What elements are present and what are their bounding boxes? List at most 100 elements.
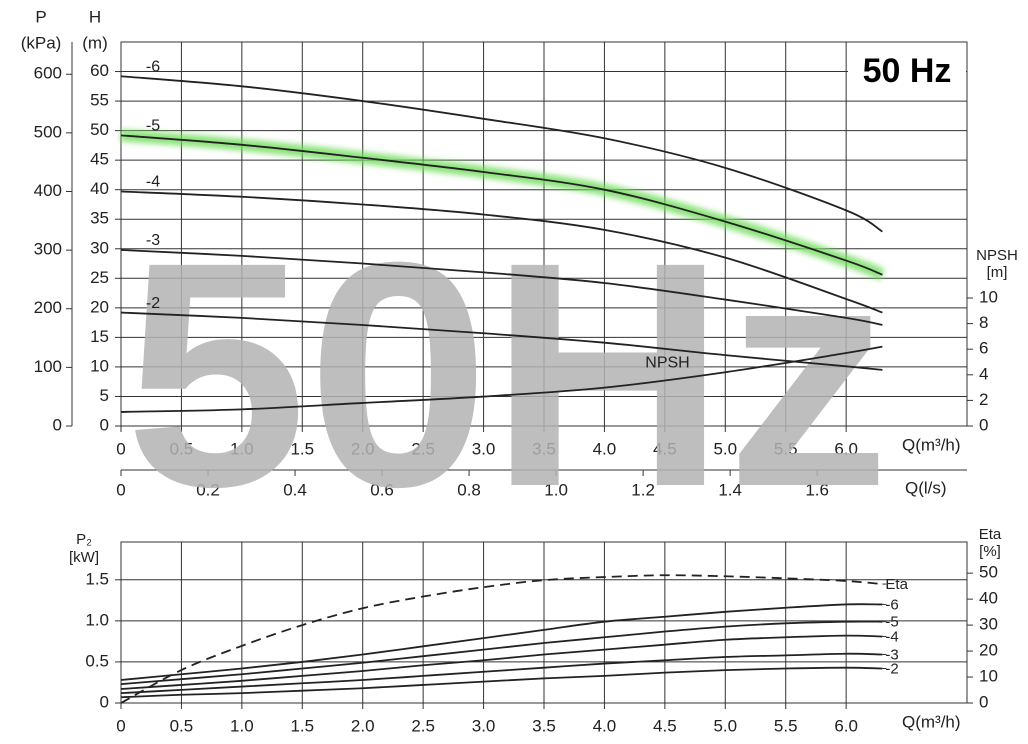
x-tick-label: 3.5: [532, 716, 556, 735]
x2-tick-label: 1.0: [544, 480, 568, 499]
y2-tick-label: 50: [979, 563, 998, 582]
curve: [120, 75, 883, 233]
y-tick-label: 30: [90, 238, 109, 257]
y-axis-unit: (m): [82, 33, 107, 52]
x-tick-label: 0.5: [170, 716, 194, 735]
series-label: -4: [146, 174, 160, 191]
x-tick-label: 3.0: [472, 716, 496, 735]
curve: [120, 652, 883, 695]
x-tick-label: 1.5: [290, 439, 314, 458]
curve: [120, 620, 883, 686]
curve: [120, 311, 883, 371]
curve: [120, 634, 883, 690]
y2-tick-label: 30: [979, 615, 998, 634]
series-label: -6: [885, 596, 898, 613]
y-tick-label: 60: [90, 61, 109, 80]
y-axis-label: P₂: [76, 531, 92, 548]
x-tick-label: 4.0: [593, 716, 617, 735]
series-label: -3: [885, 647, 898, 664]
x-tick-label: 5.0: [713, 716, 737, 735]
x-tick-label: 0: [116, 716, 125, 735]
x2-tick-label: 0.8: [457, 480, 481, 499]
x-tick-label: 2.5: [411, 716, 435, 735]
x-axis-label: Q(m³/h): [902, 712, 961, 731]
x-tick-label: 0.5: [170, 439, 194, 458]
p-tick-label: 600: [34, 64, 62, 83]
x-tick-label: 4.0: [593, 439, 617, 458]
y2-tick-label: 10: [979, 287, 998, 306]
y-axis-unit: [kW]: [69, 549, 99, 566]
series-label: -4: [885, 628, 898, 645]
x-tick-label: 4.5: [653, 439, 677, 458]
curve: [120, 603, 883, 681]
x-axis-label: Q(m³/h): [902, 435, 961, 454]
y2-tick-label: 10: [979, 667, 998, 686]
series-label: -6: [146, 58, 160, 75]
y2-axis-unit: [m]: [987, 264, 1008, 281]
y2-tick-label: 20: [979, 641, 998, 660]
x-tick-label: 6.0: [834, 439, 858, 458]
y-tick-label: 45: [90, 150, 109, 169]
y-tick-label: 5: [100, 386, 109, 405]
y2-axis-label: NPSH: [976, 247, 1018, 264]
x-tick-label: 2.5: [411, 439, 435, 458]
series-label: NPSH: [645, 354, 689, 371]
y-tick-label: 55: [90, 91, 109, 110]
curve: [120, 574, 883, 704]
y2-tick-label: 4: [979, 364, 988, 383]
x-tick-label: 1.0: [230, 716, 254, 735]
x-tick-label: 1.0: [230, 439, 254, 458]
series-label: Eta: [885, 576, 908, 593]
y-tick-label: 0: [100, 415, 109, 434]
x2-tick-label: 0: [116, 480, 125, 499]
y-tick-label: 10: [90, 356, 109, 375]
x-tick-label: 2.0: [351, 716, 375, 735]
series-label: -2: [885, 660, 898, 677]
y2-tick-label: 0: [979, 415, 988, 434]
y-tick-label: 50: [90, 120, 109, 139]
x-tick-label: 4.5: [653, 716, 677, 735]
p-tick-label: 100: [34, 357, 62, 376]
badge-box: [848, 46, 966, 98]
p-tick-label: 0: [53, 415, 62, 434]
x-tick-label: 5.0: [713, 439, 737, 458]
y2-tick-label: 40: [979, 589, 998, 608]
x-tick-label: 3.5: [532, 439, 556, 458]
y2-axis-unit: [%]: [979, 543, 1001, 560]
p-tick-label: 500: [34, 122, 62, 141]
x-tick-label: 5.5: [774, 716, 798, 735]
y2-tick-label: 8: [979, 313, 988, 332]
x2-axis-label: Q(l/s): [905, 478, 947, 497]
series-label: -5: [885, 614, 898, 631]
x2-tick-label: 1.2: [631, 480, 655, 499]
y-tick-label: 35: [90, 209, 109, 228]
series-label: -2: [146, 295, 160, 312]
watermark: 50Hz: [125, 195, 890, 553]
y-tick-label: 20: [90, 297, 109, 316]
y-tick-label: 0: [100, 692, 109, 711]
y2-tick-label: 2: [979, 390, 988, 409]
p-axis-label: P: [35, 7, 46, 26]
curve: [120, 345, 883, 413]
x-tick-label: 5.5: [774, 439, 798, 458]
x-tick-label: 6.0: [834, 716, 858, 735]
p-tick-label: 300: [34, 240, 62, 259]
y-tick-label: 1.5: [85, 569, 109, 588]
y2-axis-label: Eta: [979, 526, 1002, 543]
x-tick-label: 0: [116, 439, 125, 458]
x2-tick-label: 0.4: [283, 480, 307, 499]
series-label: -5: [146, 118, 160, 135]
x-tick-label: 3.0: [472, 439, 496, 458]
series-label: -3: [146, 232, 160, 249]
x2-tick-label: 0.6: [370, 480, 394, 499]
curve: [120, 249, 883, 326]
p-axis-unit: (kPa): [21, 33, 62, 52]
curve: [120, 134, 883, 276]
badge: 50 Hz: [863, 52, 952, 90]
x2-tick-label: 1.4: [718, 480, 742, 499]
p-tick-label: 400: [34, 181, 62, 200]
y-tick-label: 15: [90, 327, 109, 346]
x-tick-label: 1.5: [290, 716, 314, 735]
